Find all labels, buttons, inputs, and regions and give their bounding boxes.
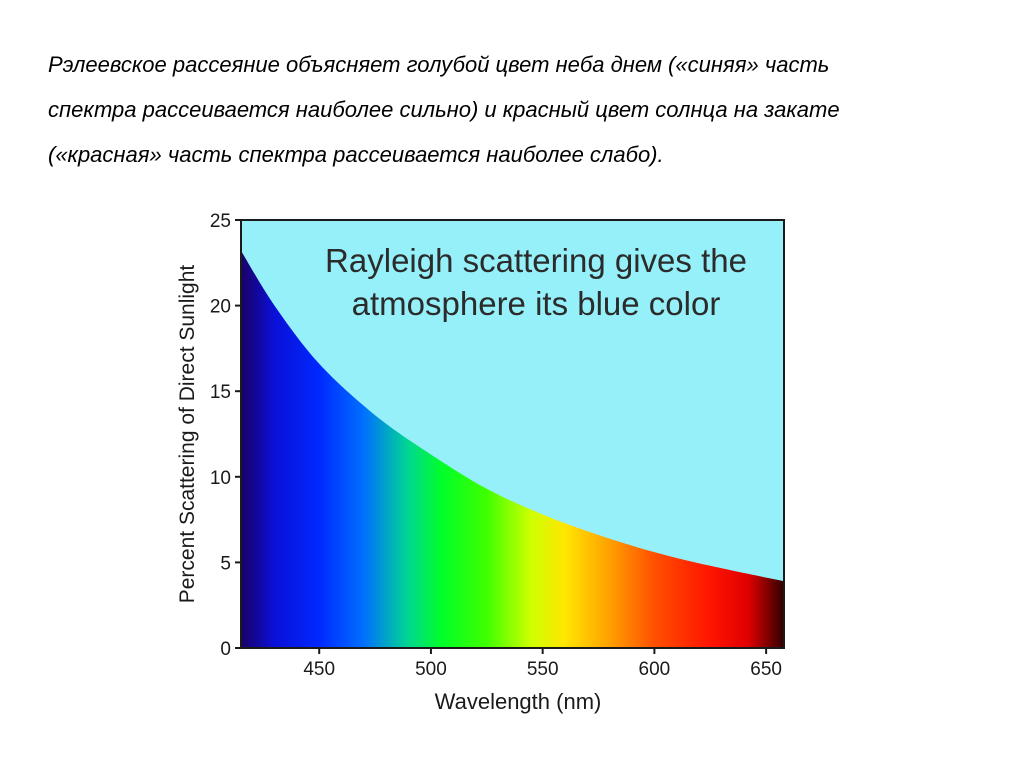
chart-title-line: Rayleigh scattering gives the (325, 242, 747, 279)
x-axis-label: Wavelength (nm) (435, 689, 602, 714)
y-tick-label: 5 (220, 553, 231, 574)
x-tick-label: 450 (303, 659, 335, 680)
x-tick-label: 650 (750, 659, 782, 680)
y-tick-label: 15 (210, 382, 231, 403)
plot-frame (240, 219, 785, 649)
x-tick-label: 500 (415, 659, 447, 680)
caption-text: Рэлеевское рассеяние объясняет голубой ц… (48, 42, 988, 177)
axes: 450 500 550 600 650 0 5 10 15 20 25 (210, 211, 785, 680)
caption-line: («красная» часть спектра рассеивается на… (48, 142, 664, 167)
y-tick-label: 10 (210, 468, 231, 489)
caption-line: спектра рассеивается наиболее сильно) и … (48, 97, 840, 122)
x-tick-label: 550 (527, 659, 559, 680)
y-tick-label: 25 (210, 211, 231, 232)
y-tick-label: 0 (220, 639, 231, 660)
caption-line: Рэлеевское рассеяние объясняет голубой ц… (48, 52, 830, 77)
chart-title-line: atmosphere its blue color (352, 285, 721, 322)
plot-area (241, 220, 784, 649)
scattering-area (241, 250, 784, 649)
x-tick-label: 600 (639, 659, 671, 680)
y-axis-label: Percent Scattering of Direct Sunlight (176, 265, 199, 604)
y-tick-label: 20 (210, 297, 231, 318)
